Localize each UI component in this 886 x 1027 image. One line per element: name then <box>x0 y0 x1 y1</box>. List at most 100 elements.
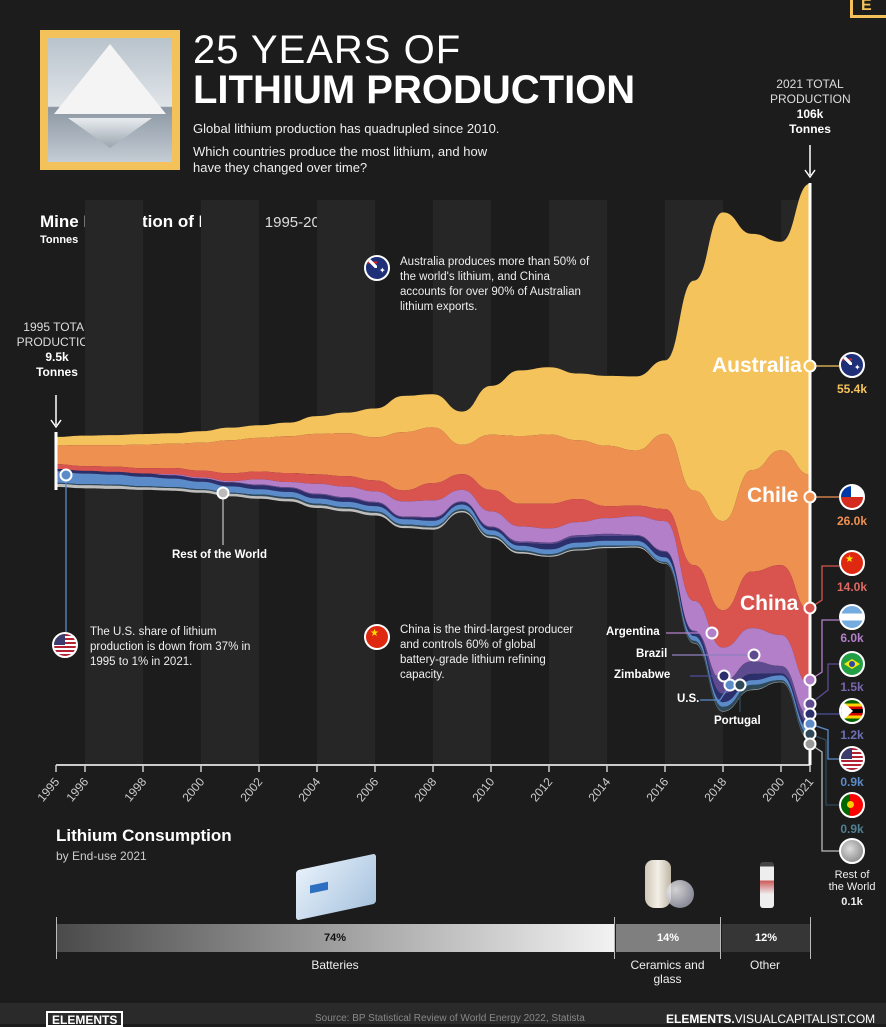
zimbabwe-value: 1.2k <box>840 728 864 742</box>
argentina-marker <box>705 626 719 640</box>
rest-legend-line1: Rest of <box>834 869 870 881</box>
stream-u-s- <box>56 471 810 735</box>
consumption-subtitle: by End-use 2021 <box>56 849 147 863</box>
portugal-legend-line <box>809 733 839 806</box>
other-label: Other <box>749 958 780 972</box>
ceramics-label: Ceramics and glass <box>630 958 705 986</box>
australia-annotation: Australia produces more than 50% of the … <box>400 256 590 313</box>
us-label: U.S. <box>677 693 700 705</box>
x-tick-label: 2016 <box>643 775 671 805</box>
rest-legend-line2: the World <box>828 881 876 893</box>
batteries-segment: 74% <box>56 924 614 952</box>
spray-can-image <box>760 862 774 908</box>
legend-portugal-flag-icon <box>839 792 865 818</box>
rest-marker <box>216 486 230 500</box>
x-tick-label: 1998 <box>121 775 149 805</box>
rest-value: 0.1k <box>841 896 863 908</box>
salt-pile-image <box>40 30 180 170</box>
legend-brazil-flag-icon <box>839 651 865 677</box>
subtitle-1: Global lithium production has quadrupled… <box>193 121 500 136</box>
brazil-legend-line <box>809 663 839 705</box>
zimbabwe-label: Zimbabwe <box>614 669 671 681</box>
other-segment: 12% <box>720 924 810 952</box>
subtitle-2: Which countries produce the most lithium… <box>193 144 488 175</box>
brazil-value: 1.5k <box>840 680 864 694</box>
china-label: China <box>740 592 799 615</box>
globe-icon <box>839 838 865 864</box>
end-total-unit: Tonnes <box>789 122 831 136</box>
us-flag-icon <box>52 632 78 658</box>
x-tick-label: 2014 <box>585 775 613 805</box>
glass-sphere-image <box>666 880 694 908</box>
australia-marker <box>803 359 817 373</box>
us-value: 0.9k <box>840 775 864 789</box>
chile-marker <box>803 490 817 504</box>
legend-australia-flag-icon <box>839 352 865 378</box>
x-tick-label: 2006 <box>353 775 381 805</box>
chile-value: 26.0k <box>836 514 868 528</box>
zimbabwe-marker <box>717 669 731 683</box>
australia-label: Australia <box>712 354 802 377</box>
title-line-1: 25 YEARS OF <box>193 28 462 72</box>
elements-corner-logo: E <box>850 0 886 18</box>
x-tick-label: 2021 <box>788 775 816 805</box>
argentina-value: 6.0k <box>840 631 864 645</box>
x-tick-label: 2010 <box>469 775 497 805</box>
arrow-down-icon <box>50 395 62 429</box>
legend-zimbabwe-flag-icon <box>839 698 865 724</box>
china-marker <box>803 601 817 615</box>
x-tick-label: 2002 <box>237 775 265 805</box>
argentina-label: Argentina <box>606 626 660 638</box>
argentina-legend-line <box>809 619 839 681</box>
stream-australia <box>56 183 810 522</box>
australia-value: 55.4k <box>836 382 868 396</box>
end-total-label: 2021 TOTAL PRODUCTION <box>770 77 851 106</box>
start-total-unit: Tonnes <box>36 365 78 379</box>
x-tick-label: 2000 <box>179 775 207 805</box>
brazil-label: Brazil <box>636 648 668 660</box>
argentina-end-marker <box>803 673 817 687</box>
portugal-marker <box>733 678 747 692</box>
china-value: 14.0k <box>836 580 868 594</box>
portugal-label: Portugal <box>714 715 761 727</box>
end-total-value: 106k <box>796 107 824 121</box>
china-flag-icon <box>364 624 390 650</box>
rest-legend-line <box>809 743 839 852</box>
rest-end-marker <box>803 737 817 751</box>
x-tick-label: 2018 <box>701 775 729 805</box>
footer-source: Source: BP Statistical Review of World E… <box>315 1013 585 1024</box>
footer: ELEMENTS Source: BP Statistical Review o… <box>0 1003 886 1027</box>
ceramics-segment: 14% <box>614 924 720 952</box>
china-annotation: China is the third-largest producer and … <box>400 624 574 681</box>
legend-us-flag-icon <box>839 746 865 772</box>
start-total-label: 1995 TOTAL PRODUCTION <box>16 320 98 349</box>
legend-china-flag-icon <box>839 550 865 576</box>
portugal-value: 0.9k <box>840 822 864 836</box>
x-tick-label: 1996 <box>63 775 91 805</box>
x-tick-label: 2004 <box>295 775 323 805</box>
x-tick-label: 2000 <box>759 775 787 805</box>
x-tick-label: 2012 <box>527 775 555 805</box>
chart-unit: Tonnes <box>40 234 79 246</box>
legend-chile-flag-icon <box>839 484 865 510</box>
batteries-label: Batteries <box>311 958 359 972</box>
x-tick-label: 1995 <box>34 775 62 805</box>
australia-flag-icon <box>364 255 390 281</box>
x-tick-label: 2008 <box>411 775 439 805</box>
us-legend-line <box>809 723 839 760</box>
start-total-value: 9.5k <box>45 350 69 364</box>
stream-argentina <box>56 469 810 717</box>
stream-chile <box>56 427 810 612</box>
us-annotation: The U.S. share of lithium production is … <box>90 626 251 668</box>
us-start-marker <box>59 468 73 482</box>
arrow-down-icon <box>804 145 816 179</box>
chile-label: Chile <box>747 484 799 507</box>
legend-argentina-flag-icon <box>839 604 865 630</box>
footer-site[interactable]: ELEMENTS.VISUALCAPITALIST.COM <box>666 1012 875 1026</box>
brazil-marker <box>747 648 761 662</box>
china-legend-line <box>809 565 839 609</box>
footer-site-bold: ELEMENTS. <box>666 1012 735 1026</box>
rest-of-world-label: Rest of the World <box>172 549 267 561</box>
footer-logo: ELEMENTS <box>46 1011 124 1027</box>
